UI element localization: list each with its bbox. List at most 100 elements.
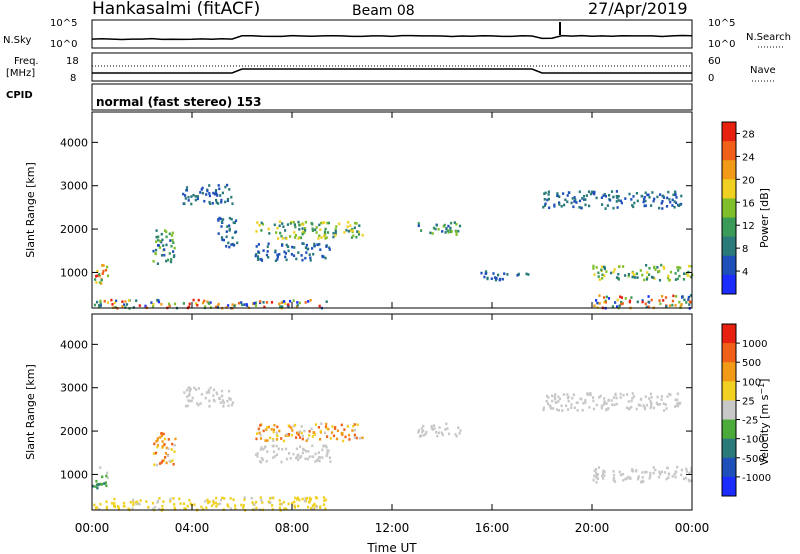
echo-cell <box>287 502 290 506</box>
echo-cell <box>278 220 282 223</box>
echo-cell <box>232 498 235 501</box>
echo-cell <box>598 294 601 297</box>
echo-cell <box>322 503 326 506</box>
noise-sky-label: N.Sky <box>3 35 31 46</box>
echo-cell <box>191 396 194 400</box>
colorbar-tick-label: -100 <box>742 435 765 446</box>
echo-cell <box>311 247 314 250</box>
echo-cell <box>219 217 222 221</box>
echo-cell <box>256 258 260 261</box>
echo-cell <box>662 299 665 302</box>
echo-cell <box>214 501 217 505</box>
echo-cell <box>633 201 636 205</box>
echo-cell <box>154 505 157 509</box>
echo-cell <box>309 499 312 502</box>
echo-cell <box>297 251 300 254</box>
echo-cell <box>167 438 170 441</box>
echo-cell <box>545 399 548 403</box>
echo-cell <box>271 444 274 448</box>
echo-cell <box>645 278 649 281</box>
echo-cell <box>265 460 268 463</box>
echo-cell <box>618 265 621 269</box>
echo-cell <box>270 496 273 500</box>
echo-cell <box>621 472 625 476</box>
echo-cell <box>493 276 497 279</box>
echo-cell <box>218 502 222 505</box>
echo-cell <box>622 265 625 268</box>
echo-cell <box>433 427 436 430</box>
echo-cell <box>631 397 634 400</box>
echo-cell <box>272 439 275 442</box>
echo-cell <box>304 301 307 304</box>
echo-cell <box>301 434 304 438</box>
echo-cell <box>626 393 629 396</box>
echo-cell <box>172 241 175 244</box>
echo-cell <box>674 475 677 479</box>
echo-cell <box>314 452 317 456</box>
echo-cell <box>641 476 644 479</box>
echo-cell <box>260 460 263 464</box>
echo-cell <box>557 399 560 403</box>
echo-cell <box>435 223 438 227</box>
echo-cell <box>604 301 607 304</box>
echo-cell <box>567 395 570 399</box>
echo-cell <box>430 425 433 428</box>
echo-cell <box>683 298 686 302</box>
echo-cell <box>169 499 172 503</box>
echo-cell <box>155 240 158 243</box>
echo-cell <box>595 473 598 476</box>
echo-cell <box>445 422 448 426</box>
colorbar-swatch <box>722 255 736 276</box>
echo-cell <box>571 197 574 200</box>
echo-cell <box>630 405 633 409</box>
echo-cell <box>656 266 659 269</box>
echo-cell <box>172 497 175 500</box>
echo-cell <box>221 238 224 241</box>
echo-cell <box>219 401 222 404</box>
echo-cell <box>294 236 297 239</box>
echo-cell <box>321 456 324 459</box>
echo-cell <box>668 278 671 282</box>
echo-cell <box>349 224 352 227</box>
echo-cell <box>106 301 110 304</box>
echo-cell <box>160 232 163 236</box>
echo-cell <box>257 427 260 431</box>
echo-cell <box>687 295 690 299</box>
echo-cell <box>215 496 218 500</box>
echo-cell <box>165 461 168 465</box>
echo-cell <box>589 192 592 196</box>
echo-cell <box>343 428 346 431</box>
echo-cell <box>325 245 328 248</box>
echo-cell <box>276 425 279 429</box>
echo-cell <box>580 206 583 210</box>
echo-cell <box>597 466 601 469</box>
echo-cell <box>280 502 283 506</box>
echo-cell <box>105 505 108 509</box>
echo-cell <box>635 192 638 195</box>
echo-cell <box>652 471 655 475</box>
echo-cell <box>601 277 604 280</box>
echo-cell <box>161 238 164 242</box>
echo-cell <box>253 503 256 506</box>
echo-cell <box>558 201 561 204</box>
echo-cell <box>353 423 356 426</box>
echo-cell <box>603 193 606 196</box>
echo-cell <box>292 254 296 257</box>
echo-cell <box>601 474 604 478</box>
echo-cell <box>677 266 681 269</box>
echo-cell <box>278 253 281 256</box>
echo-cell <box>624 297 627 300</box>
echo-cell <box>652 199 655 203</box>
echo-cell <box>665 477 668 481</box>
echo-cell <box>155 248 158 252</box>
echo-cell <box>228 245 231 249</box>
echo-cell <box>430 426 433 430</box>
echo-cell <box>543 192 546 195</box>
echo-cell <box>619 473 622 477</box>
echo-cell <box>576 409 579 412</box>
power-colorbar-label: Power [dB] <box>758 188 771 248</box>
y-tick-label: 4000 <box>60 338 88 351</box>
echo-cell <box>586 392 589 395</box>
echo-cell <box>457 229 460 233</box>
echo-cell <box>212 394 215 397</box>
